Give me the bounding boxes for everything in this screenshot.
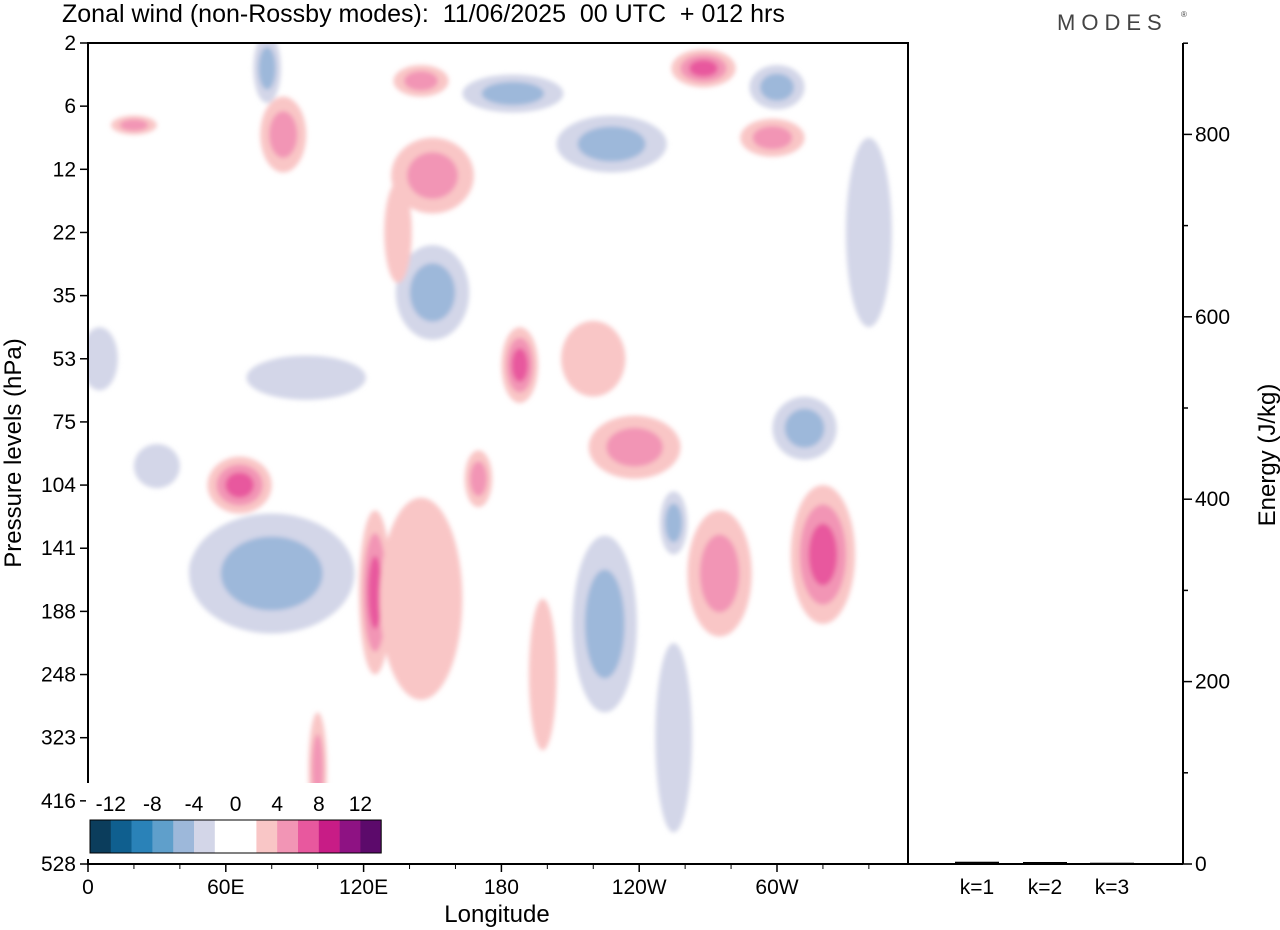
energy-bar: [1023, 861, 1067, 864]
wind-contour: [469, 461, 487, 497]
colorbar-label: -12: [96, 793, 126, 816]
energy-tick-label: 200: [1195, 671, 1230, 694]
colorbar-label: 4: [271, 793, 283, 816]
colorbar-swatch: [298, 820, 320, 853]
wind-contour: [808, 523, 838, 586]
wind-contour: [409, 263, 456, 322]
energy-tick-label: 0: [1195, 853, 1207, 876]
wind-contour: [665, 503, 683, 543]
wind-contour: [528, 598, 557, 751]
colorbar-swatch: [110, 820, 132, 853]
wind-contour: [384, 181, 412, 283]
longitude-tick-label: 60W: [755, 876, 798, 899]
colorbar-swatch: [194, 820, 216, 853]
colorbar-swatch: [235, 820, 257, 853]
wind-contour: [606, 427, 663, 467]
pressure-tick-label: 104: [41, 474, 76, 497]
wind-contour: [220, 536, 323, 611]
colorbar-swatch: [256, 820, 278, 853]
wind-contour: [88, 327, 118, 391]
colorbar-swatch: [360, 820, 382, 853]
energy-tick-label: 800: [1195, 123, 1230, 146]
pressure-tick-label: 22: [53, 221, 76, 244]
energy-bar: [955, 861, 999, 864]
energy-axis-title: Energy (J/kg): [1254, 384, 1280, 527]
longitude-tick-label: 120E: [339, 876, 388, 899]
pressure-axis: 2 6 12 22 35 53 75 104 141 188 248 323 416 528: [41, 32, 88, 876]
wind-contour: [258, 46, 276, 90]
wind-contour: [511, 348, 528, 382]
wind-contour: [655, 642, 693, 833]
colorbar-swatch: [339, 820, 361, 853]
pressure-tick-label: 528: [41, 853, 76, 876]
pressure-tick-label: 35: [53, 285, 76, 308]
colorbar-label: 0: [230, 793, 242, 816]
colorbar-swatch: [214, 820, 236, 853]
pressure-tick-label: 188: [41, 600, 76, 623]
wind-contour: [119, 119, 149, 131]
colorbar-frame: [89, 819, 382, 854]
wind-contour: [246, 355, 366, 400]
pressure-tick-label: 416: [41, 790, 76, 813]
heatmap-frame: [87, 42, 909, 865]
colorbar-swatch: [152, 820, 174, 853]
wind-contour: [269, 111, 298, 158]
pressure-tick-label: 141: [41, 537, 76, 560]
pressure-tick-label: 53: [53, 348, 76, 371]
colorbar-swatch: [90, 820, 112, 853]
wind-contour: [561, 320, 626, 397]
wind-contour: [584, 569, 625, 679]
modes-logo: MODES: [1057, 10, 1168, 35]
energy-category-label: k=1: [960, 876, 994, 899]
energy-bar: [1090, 862, 1134, 865]
colorbar-swatch: [277, 820, 299, 853]
colorbar-swatch: [131, 820, 153, 853]
colorbar-label: 8: [313, 793, 325, 816]
wind-contour: [481, 81, 544, 106]
longitude-tick-label: 60E: [207, 876, 244, 899]
pressure-tick-label: 12: [53, 158, 76, 181]
longitude-axis: 0 60E 120E 180 120W 60W: [82, 864, 870, 899]
wind-contour: [784, 408, 825, 448]
chart-title: Zonal wind (non-Rossby modes): 11/06/202…: [62, 0, 785, 28]
wind-contour: [367, 555, 383, 629]
heatmap-field: [88, 43, 892, 833]
wind-contour: [225, 472, 254, 498]
wind-contour: [752, 126, 793, 150]
y-axis-title: Pressure levels (hPa): [0, 338, 27, 567]
wind-contour: [407, 152, 458, 199]
wind-contour: [577, 126, 646, 162]
x-axis-title: Longitude: [444, 901, 549, 928]
pressure-tick-label: 6: [64, 95, 76, 118]
pressure-tick-label: 2: [64, 32, 76, 55]
longitude-tick-label: 180: [484, 876, 519, 899]
colorbar-swatch: [318, 820, 340, 853]
energy-tick-label: 600: [1195, 306, 1230, 329]
longitude-tick-label: 0: [82, 876, 94, 899]
wind-contour: [379, 497, 463, 700]
colorbar-swatch: [173, 820, 195, 853]
registered-mark: ®: [1181, 10, 1187, 19]
colorbar-legend: -12 -8 -4 0 4 8 12: [86, 783, 384, 859]
wind-contour: [133, 444, 180, 489]
energy-bar-panel: 0 200 400 600 800 k=1 k=2 k=3: [908, 42, 1230, 899]
energy-category-label: k=2: [1028, 876, 1062, 899]
wind-contour: [845, 137, 892, 328]
colorbar-label: -8: [143, 793, 162, 816]
wind-contour: [404, 71, 438, 91]
energy-category-label: k=3: [1095, 876, 1129, 899]
longitude-tick-label: 120W: [612, 876, 667, 899]
colorbar-label: 12: [349, 793, 372, 816]
colorbar-label: -4: [185, 793, 204, 816]
pressure-tick-label: 323: [41, 727, 76, 750]
wind-contour: [689, 59, 718, 77]
wind-contour: [699, 534, 740, 613]
pressure-tick-label: 75: [53, 411, 76, 434]
energy-tick-label: 400: [1195, 488, 1230, 511]
pressure-tick-label: 248: [41, 664, 76, 687]
wind-contour: [760, 73, 794, 101]
